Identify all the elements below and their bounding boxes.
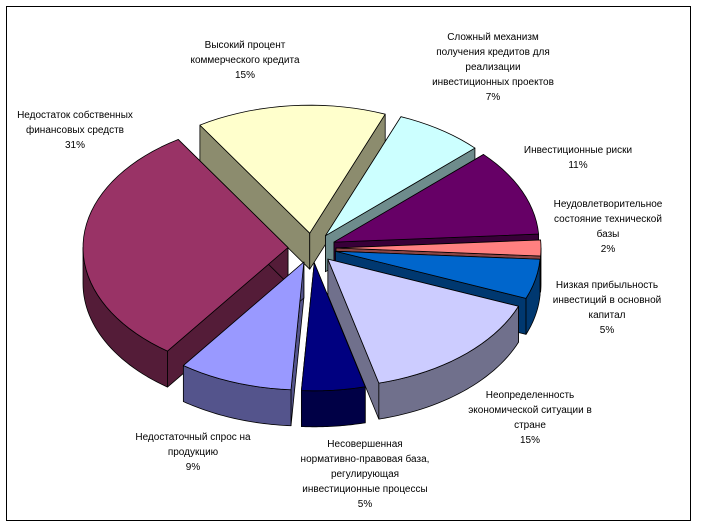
slice-3-top <box>335 239 542 257</box>
slice-8-top <box>82 139 289 352</box>
slice-label-3: Неудовлетворительное состояние техническ… <box>553 199 663 255</box>
slice-4-top <box>335 250 541 299</box>
slice-label-7: Недостаточный спрос на продукцию 9% <box>135 432 251 473</box>
chart-frame <box>6 6 691 521</box>
slice-label-2: Инвестиционные риски 11% <box>523 145 633 171</box>
slice-1-top <box>325 116 476 237</box>
slice-6-outer-wall <box>300 386 366 428</box>
slice-0-top <box>199 104 386 234</box>
slice-5-top <box>327 258 519 384</box>
slice-6-top <box>300 262 366 392</box>
slice-2-top <box>333 154 540 243</box>
slice-label-0: Высокий процент коммерческого кредита 15% <box>190 40 300 81</box>
slice-7-top <box>182 261 305 391</box>
slice-label-4: Низкая прибыльность инвестиций в основно… <box>552 280 662 336</box>
slice-label-8: Недостаток собственных финансовых средст… <box>17 110 133 151</box>
slice-label-1: Сложный механизм получения кредитов для … <box>432 32 554 103</box>
slice-label-6: Несовершенная нормативно-правовая база, … <box>300 439 430 510</box>
slice-label-5: Неопределенность экономической ситуации … <box>468 390 592 446</box>
